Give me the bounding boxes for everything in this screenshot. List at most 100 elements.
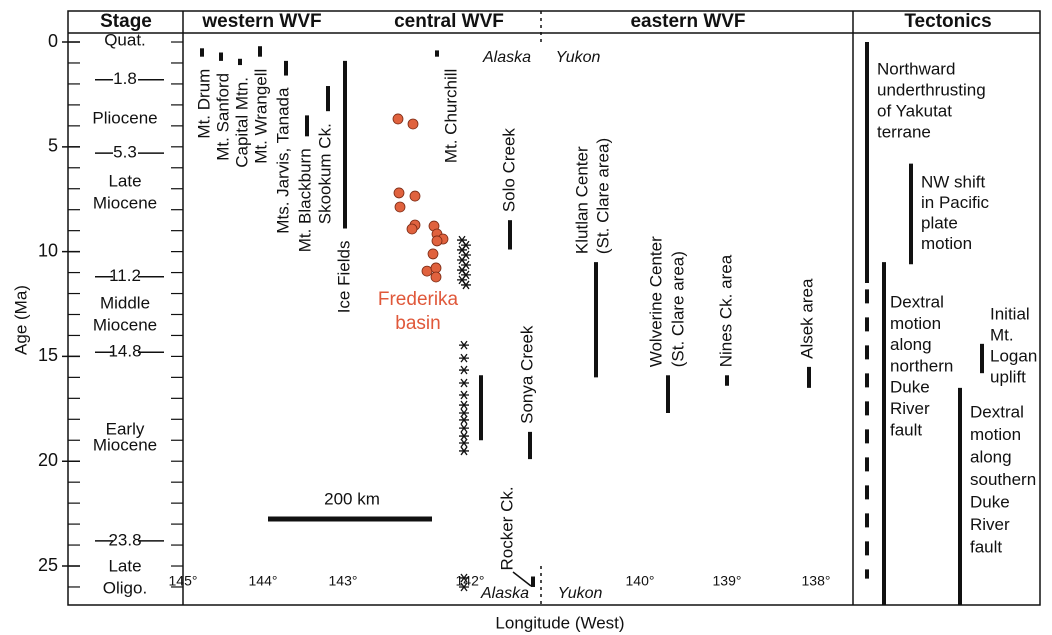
asterisk	[459, 390, 469, 400]
stage-label: Late	[108, 171, 141, 190]
x-tick-label: 145°	[169, 573, 198, 589]
tectonic-label: Logan	[990, 346, 1037, 365]
boundary-label: 5.3	[113, 143, 137, 162]
stage-label: Pliocene	[92, 108, 157, 127]
tectonic-label: fault	[890, 420, 922, 439]
tectonic-label: Northward	[877, 59, 955, 78]
basin-sample	[406, 223, 418, 235]
tectonic-label: motion	[970, 425, 1021, 444]
tectonic-label: motion	[890, 314, 941, 333]
center-label: (St. Clare area)	[593, 138, 612, 254]
center-label: Mt. Drum	[194, 69, 213, 139]
asterisk	[461, 240, 471, 250]
asterisk	[457, 265, 467, 275]
header: western WVF	[201, 11, 321, 32]
frame	[67, 10, 1041, 606]
boundary-label: 23.8	[108, 530, 141, 549]
header: central WVF	[394, 11, 504, 32]
tectonic-label: Dextral	[970, 402, 1024, 421]
basin-sample	[431, 235, 443, 247]
boundary-label: 1.8	[113, 69, 137, 88]
x-tick-label: 140°	[626, 573, 655, 589]
basin-sample	[394, 201, 406, 213]
stage-label: Late	[108, 556, 141, 575]
center-label: Alsek area	[797, 278, 816, 359]
asterisk	[459, 365, 469, 375]
stage-label: Quat.	[104, 30, 146, 49]
basin-sample	[407, 118, 419, 130]
region-label: Alaska	[480, 585, 529, 602]
stage-label: Oligo.	[103, 578, 147, 597]
x-tick-label: 139°	[713, 573, 742, 589]
y-axis-label: Age (Ma)	[11, 285, 30, 355]
asterisk	[459, 431, 469, 441]
x-tick-label: 144°	[249, 573, 278, 589]
center-label: Ice Fields	[334, 241, 353, 314]
x-axis-label: Longitude (West)	[495, 613, 624, 632]
tectonic-label: along	[890, 335, 932, 354]
tectonic-label: northern	[890, 356, 953, 375]
basin-sample	[409, 190, 421, 202]
boundary-label: 11.2	[109, 266, 141, 285]
center-label: Mt. Wrangell	[251, 69, 270, 164]
asterisk	[459, 408, 469, 418]
center-label: Wolverine Center	[646, 236, 665, 367]
y-tick-label: 5	[48, 136, 58, 156]
center-label: Solo Creek	[499, 128, 518, 213]
region-label: Yukon	[556, 49, 601, 66]
asterisk	[459, 423, 469, 433]
center-label: Klutlan Center	[572, 146, 591, 254]
tectonic-label: Duke	[890, 378, 930, 397]
tectonic-label: fault	[970, 537, 1002, 556]
tectonic-label: Dextral	[890, 292, 944, 311]
center-label: (St. Clare area)	[668, 251, 687, 367]
asterisk	[459, 446, 469, 456]
asterisk	[457, 235, 467, 245]
tectonic-label: Duke	[970, 492, 1010, 511]
tectonic-label: in Pacific	[921, 193, 990, 212]
stage-label: Miocene	[93, 315, 157, 334]
region-label: Yukon	[558, 585, 603, 602]
x-tick-label: 142°	[456, 573, 485, 589]
basin-label: Frederika	[378, 289, 459, 310]
asterisk	[459, 340, 469, 350]
center-label: Mts. Jarvis, Tanada	[273, 87, 292, 234]
stage-label: Middle	[100, 293, 150, 312]
asterisk	[461, 260, 471, 270]
y-tick-label: 15	[38, 345, 58, 365]
center-label: Nines Ck. area	[716, 254, 735, 367]
x-tick-label: 138°	[802, 573, 831, 589]
header: Stage	[100, 11, 152, 32]
asterisk	[459, 438, 469, 448]
region-label: Alaska	[482, 49, 531, 66]
stage-label: Miocene	[93, 193, 157, 212]
stage-label: Miocene	[93, 435, 157, 454]
tectonic-label: Initial	[990, 304, 1030, 323]
tectonic-label: uplift	[990, 367, 1026, 386]
tectonic-label: River	[890, 399, 930, 418]
y-tick-label: 10	[38, 240, 58, 260]
basin-sample	[392, 113, 404, 125]
asterisk	[461, 250, 471, 260]
basin-sample	[430, 262, 442, 274]
asterisk	[461, 280, 471, 290]
tectonic-label: River	[970, 515, 1010, 534]
basin-sample	[421, 265, 433, 277]
tectonic-label: along	[970, 447, 1012, 466]
tectonic-label: of Yakutat	[877, 101, 952, 120]
asterisk	[461, 270, 471, 280]
y-tick-label: 25	[38, 555, 58, 575]
basin-sample	[430, 271, 442, 283]
asterisk	[459, 353, 469, 363]
header: Tectonics	[904, 11, 991, 32]
basin-label: basin	[395, 313, 440, 334]
center-label: Sonya Creek	[517, 325, 536, 424]
basin-sample	[393, 187, 405, 199]
asterisk	[459, 400, 469, 410]
center-label: Mt. Blackburn	[295, 148, 314, 252]
basin-sample	[427, 248, 439, 260]
boundary-label: 14.8	[108, 342, 141, 361]
asterisk	[459, 582, 469, 592]
y-tick-label: 0	[48, 31, 58, 51]
